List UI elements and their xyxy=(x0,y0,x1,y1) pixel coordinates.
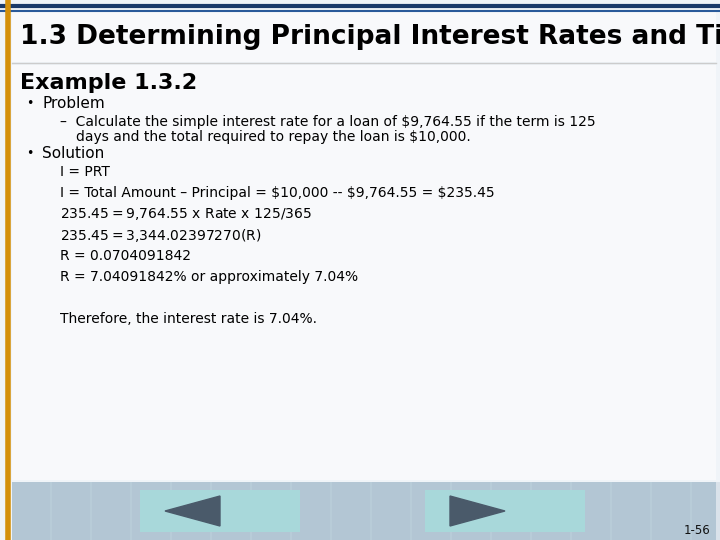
FancyBboxPatch shape xyxy=(425,490,585,532)
Polygon shape xyxy=(450,496,505,526)
Text: Therefore, the interest rate is 7.04%.: Therefore, the interest rate is 7.04%. xyxy=(60,312,317,326)
FancyBboxPatch shape xyxy=(372,482,410,540)
Text: $235.45 = $3,344.02397270(R): $235.45 = $3,344.02397270(R) xyxy=(60,226,261,244)
Text: Solution: Solution xyxy=(42,146,104,161)
FancyBboxPatch shape xyxy=(172,482,210,540)
Text: •: • xyxy=(26,97,33,110)
FancyBboxPatch shape xyxy=(12,12,716,62)
FancyBboxPatch shape xyxy=(92,482,130,540)
FancyBboxPatch shape xyxy=(692,482,720,540)
Text: 1.3 Determining Principal Interest Rates and Time: 1.3 Determining Principal Interest Rates… xyxy=(20,24,720,50)
FancyBboxPatch shape xyxy=(452,482,490,540)
FancyBboxPatch shape xyxy=(572,482,610,540)
Text: Example 1.3.2: Example 1.3.2 xyxy=(20,73,197,93)
Text: days and the total required to repay the loan is $10,000.: days and the total required to repay the… xyxy=(76,130,471,144)
FancyBboxPatch shape xyxy=(140,490,300,532)
FancyBboxPatch shape xyxy=(52,482,90,540)
FancyBboxPatch shape xyxy=(12,65,716,480)
Ellipse shape xyxy=(360,190,540,290)
Text: –  Calculate the simple interest rate for a loan of $9,764.55 if the term is 125: – Calculate the simple interest rate for… xyxy=(60,115,595,129)
FancyBboxPatch shape xyxy=(252,482,290,540)
FancyBboxPatch shape xyxy=(12,482,716,540)
FancyBboxPatch shape xyxy=(12,482,50,540)
FancyBboxPatch shape xyxy=(332,482,370,540)
FancyBboxPatch shape xyxy=(132,482,170,540)
Polygon shape xyxy=(165,496,220,526)
FancyBboxPatch shape xyxy=(612,482,650,540)
FancyBboxPatch shape xyxy=(212,482,250,540)
Text: Problem: Problem xyxy=(42,96,104,111)
Ellipse shape xyxy=(400,80,600,200)
FancyBboxPatch shape xyxy=(532,482,570,540)
Ellipse shape xyxy=(500,150,660,230)
Text: I = PRT: I = PRT xyxy=(60,165,110,179)
Text: $235.45 = $9,764.55 x Rate x 125/365: $235.45 = $9,764.55 x Rate x 125/365 xyxy=(60,206,312,222)
Text: R = 7.04091842% or approximately 7.04%: R = 7.04091842% or approximately 7.04% xyxy=(60,270,358,284)
Text: •: • xyxy=(26,147,33,160)
FancyBboxPatch shape xyxy=(492,482,530,540)
Text: I = Total Amount – Principal = $10,000 -- $9,764.55 = $235.45: I = Total Amount – Principal = $10,000 -… xyxy=(60,186,495,200)
FancyBboxPatch shape xyxy=(412,482,450,540)
FancyBboxPatch shape xyxy=(652,482,690,540)
FancyBboxPatch shape xyxy=(292,482,330,540)
Text: R = 0.0704091842: R = 0.0704091842 xyxy=(60,249,191,263)
Text: 1-56: 1-56 xyxy=(683,524,710,537)
